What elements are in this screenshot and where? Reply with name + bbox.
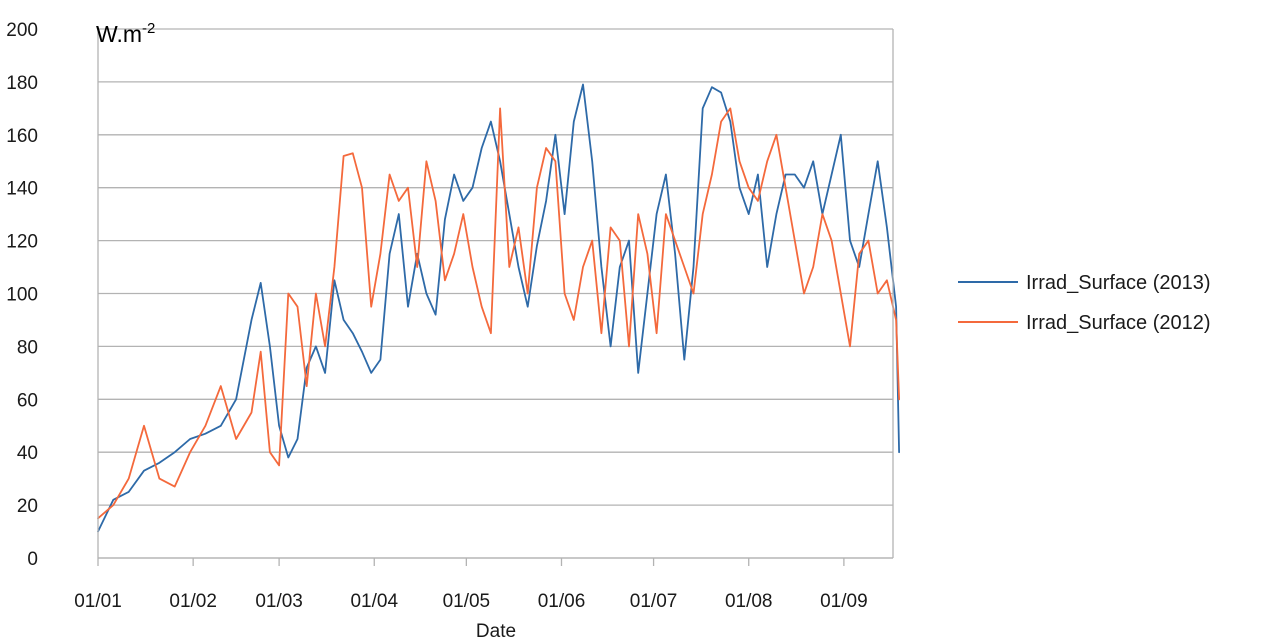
x-tick-label: 01/07 (630, 591, 678, 612)
legend-label: Irrad_Surface (2013) (1026, 272, 1211, 294)
x-tick-label: 01/08 (725, 591, 773, 612)
y-axis-ticks: 0 20 40 60 80 100 120 140 160 180 200 (6, 20, 38, 570)
x-axis-title: Date (476, 621, 516, 642)
x-axis-ticks: 01/01 01/02 01/03 01/04 01/05 01/06 01/07 01/08… (74, 558, 868, 612)
series-line-2 (97, 107, 900, 520)
y-tick-label: 20 (17, 496, 38, 517)
x-tick-label: 01/06 (538, 591, 586, 612)
y-tick-label: 0 (27, 549, 38, 570)
legend: Irrad_Surface (2013) Irrad_Surface (2012) (958, 272, 1211, 334)
x-tick-label: 01/02 (169, 591, 217, 612)
y-tick-label: 60 (17, 390, 38, 411)
y-tick-label: 160 (6, 126, 38, 147)
x-tick-label: 01/09 (820, 591, 868, 612)
y-tick-label: 180 (6, 73, 38, 94)
y-tick-label: 140 (6, 179, 38, 200)
unit-label: W.m-2 (96, 20, 155, 47)
y-tick-label: 100 (6, 285, 38, 306)
x-tick-label: 01/05 (443, 591, 491, 612)
x-tick-label: 01/03 (255, 591, 303, 612)
series-lines (97, 83, 900, 533)
series-line-1 (97, 83, 900, 533)
y-tick-label: 200 (6, 20, 38, 41)
y-tick-label: 40 (17, 443, 38, 464)
x-tick-label: 01/04 (350, 591, 398, 612)
legend-label: Irrad_Surface (2012) (1026, 312, 1211, 334)
y-tick-label: 80 (17, 337, 38, 358)
axes (97, 29, 894, 559)
y-tick-label: 120 (6, 232, 38, 253)
grid-lines (98, 28, 893, 559)
unit-exponent: -2 (142, 20, 155, 37)
unit-base: W.m (96, 21, 142, 47)
x-tick-label: 01/01 (74, 591, 122, 612)
